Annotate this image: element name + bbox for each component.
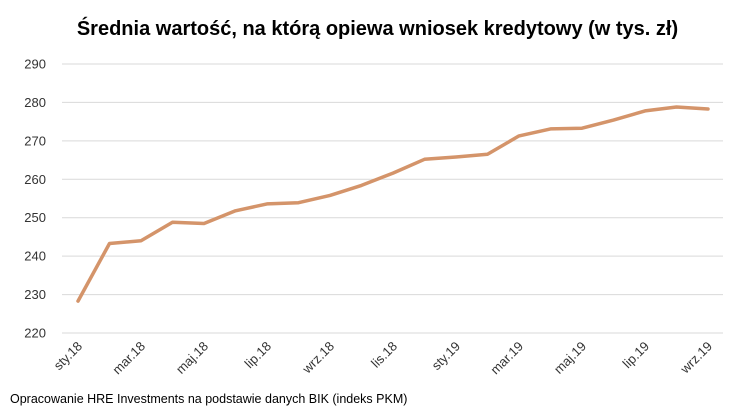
x-axis-tick-labels: sty.18 mar.18 maj.18 lip.18 wrz.18 lis.18 sty.…	[51, 339, 715, 378]
x-tick-label: lis.18	[368, 339, 400, 371]
y-tick-label: 280	[24, 95, 46, 110]
y-tick-label: 260	[24, 172, 46, 187]
chart-title: Średnia wartość, na którą opiewa wniosek…	[76, 18, 679, 40]
y-tick-label: 220	[24, 326, 46, 341]
source-note: Opracowanie HRE Investments na podstawie…	[10, 392, 408, 406]
y-tick-label: 240	[24, 249, 46, 264]
y-tick-label: 250	[24, 210, 46, 225]
gridlines	[62, 63, 723, 334]
x-tick-label: sty.19	[429, 339, 463, 373]
x-tick-label: lip.19	[620, 339, 653, 372]
y-tick-label: 270	[24, 133, 46, 148]
x-tick-label: mar.18	[109, 339, 148, 378]
y-tick-label: 230	[24, 287, 46, 302]
series-group	[76, 105, 710, 303]
x-tick-label: lip.18	[242, 339, 275, 372]
x-tick-label: wrz.18	[299, 339, 337, 377]
x-tick-label: mar.19	[487, 339, 526, 378]
y-tick-label: 290	[24, 57, 46, 72]
x-tick-label: sty.18	[51, 339, 85, 373]
x-tick-label: maj.18	[173, 339, 211, 377]
x-tick-label: maj.19	[551, 339, 589, 377]
x-tick-label: wrz.19	[677, 339, 715, 377]
y-axis-tick-labels: 220 230 240 250 260 270 280 290	[24, 57, 46, 341]
series-line	[76, 105, 710, 303]
